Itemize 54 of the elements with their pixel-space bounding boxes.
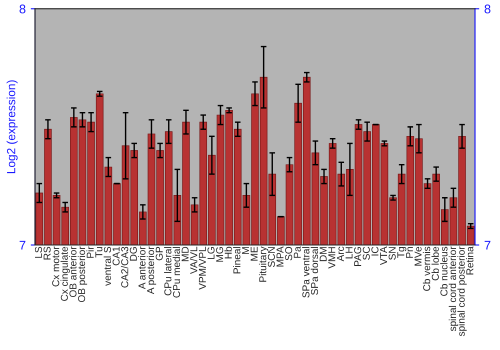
x-tick-label: VMH	[328, 247, 336, 269]
x-tick-label: DG	[130, 247, 137, 261]
x-tick-label: Cb lobe	[432, 246, 439, 280]
x-tick-label: DM	[320, 247, 327, 262]
x-tick-label: OB anterior	[69, 246, 77, 298]
x-tick-label: MD	[182, 246, 189, 262]
x-tick-label: IC	[371, 246, 378, 256]
x-tick-label: CPu lateral	[164, 247, 172, 296]
x-tick-label: Pn	[406, 247, 413, 258]
x-tick-label: LS	[34, 246, 42, 258]
x-tick-label: Cx motor	[52, 246, 60, 286]
x-tick-label: LG	[207, 247, 215, 259]
x-tick-label: spinal cord anterior	[448, 246, 458, 332]
x-tick-label: spinal cord posterior	[457, 246, 467, 336]
x-tick-label: ME	[250, 246, 258, 261]
x-tick-label: A anterior	[138, 246, 146, 290]
x-tick-label: MPA	[276, 246, 284, 266]
x-tick-label: GP	[156, 246, 163, 260]
x-tick-label: MVe	[414, 246, 422, 266]
x-tick-label: SO	[285, 246, 292, 260]
x-tick-label: MG	[216, 247, 224, 262]
x-tick-label: RS	[44, 246, 51, 260]
x-tick-label: SPa dorsal	[310, 247, 318, 295]
x-tick-label: Pa	[294, 246, 301, 258]
x-tick-label: Pir	[86, 246, 94, 258]
x-tick-label: ventral S	[104, 246, 112, 286]
x-tick-label: Pituitary	[258, 246, 268, 282]
x-tick-label: VTA	[380, 246, 387, 266]
x-tick-label: Pineal	[233, 247, 240, 274]
x-tick-label: CA2/CA3	[120, 246, 128, 288]
x-tick-label: VPM/VPL	[198, 246, 206, 290]
x-tick-label: CPu medial	[172, 247, 180, 298]
x-tick-label: Retina	[466, 246, 474, 274]
y2-tick-label: 7	[484, 240, 490, 250]
x-tick-label: CA1	[112, 246, 120, 266]
x-tick-label: Hb	[224, 246, 232, 258]
x-tick-label: SPa ventral	[302, 247, 310, 298]
x-tick-label: M	[242, 247, 249, 254]
x-tick-label: Arc	[336, 246, 344, 262]
x-tick-label: SCN	[268, 247, 275, 268]
x-tick-label: SN	[388, 247, 396, 260]
x-tick-label: OB posterior	[78, 246, 88, 302]
x-tick-label: SC	[362, 246, 370, 260]
x-tick-label: PAG	[354, 247, 362, 266]
x-tick-label: Cx cingulate	[60, 246, 70, 301]
x-tick-label: A posterior	[146, 246, 156, 294]
y-axis-title: Log2 (expression)	[6, 80, 18, 174]
x-tick-label: Tg	[397, 247, 406, 258]
x-tick-label: VA/VL	[190, 246, 198, 274]
x-tick-label: Cb nucleus	[440, 246, 448, 296]
x-tick-label: LH	[346, 247, 352, 258]
x-tick-label: Tu	[95, 247, 102, 258]
x-tick-label: Cb vermis	[422, 246, 430, 291]
y2-tick-label: 8	[484, 4, 490, 14]
